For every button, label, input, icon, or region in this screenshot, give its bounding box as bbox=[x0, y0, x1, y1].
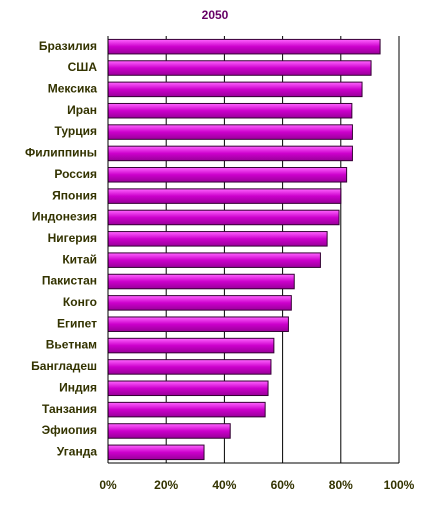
y-tick-label: Бразилия bbox=[39, 39, 97, 53]
x-tick-label: 0% bbox=[99, 478, 117, 492]
y-tick-label: Мексика bbox=[48, 82, 98, 96]
bar bbox=[107, 167, 348, 183]
y-tick-label: Пакистан bbox=[42, 274, 97, 288]
y-tick-label: Турция bbox=[55, 124, 97, 138]
bar bbox=[107, 231, 328, 247]
x-tick-label: 100% bbox=[384, 478, 415, 492]
bar bbox=[107, 38, 381, 55]
bar bbox=[107, 252, 321, 268]
y-tick-label: Россия bbox=[54, 167, 97, 181]
y-tick-label: Индонезия bbox=[32, 210, 97, 224]
bar bbox=[107, 337, 275, 354]
bar bbox=[107, 316, 289, 332]
y-tick-label: Китай bbox=[62, 252, 97, 266]
bar bbox=[107, 401, 266, 418]
bar bbox=[107, 423, 231, 439]
bar bbox=[107, 81, 363, 98]
x-tick-label: 20% bbox=[154, 478, 178, 492]
bar bbox=[107, 145, 353, 162]
bar bbox=[107, 102, 353, 119]
x-tick-label: 40% bbox=[212, 478, 236, 492]
bar bbox=[107, 60, 372, 76]
y-tick-label: Египет bbox=[57, 316, 97, 330]
y-tick-label: Уганда bbox=[57, 444, 98, 458]
chart-title: 2050 bbox=[202, 8, 229, 22]
y-tick-label: Нигерия bbox=[48, 231, 97, 245]
bar bbox=[107, 188, 342, 204]
y-tick-label: Бангладеш bbox=[31, 359, 97, 373]
y-tick-label: Конго bbox=[63, 295, 97, 309]
y-tick-label: Индия bbox=[59, 380, 97, 394]
y-tick-label: Филиппины bbox=[25, 146, 97, 160]
x-tick-label: 60% bbox=[271, 478, 295, 492]
y-tick-label: США bbox=[68, 60, 98, 74]
x-tick-label: 80% bbox=[329, 478, 353, 492]
y-tick-label: Эфиопия bbox=[42, 423, 97, 437]
bar bbox=[107, 359, 272, 375]
bar bbox=[107, 444, 205, 461]
bar bbox=[107, 273, 295, 290]
bar bbox=[107, 380, 269, 397]
y-tick-label: Иран bbox=[67, 103, 97, 117]
bar bbox=[107, 124, 353, 140]
bar bbox=[107, 209, 340, 226]
y-tick-label: Танзания bbox=[42, 402, 97, 416]
bar bbox=[107, 295, 292, 311]
y-tick-label: Япония bbox=[52, 188, 97, 202]
y-tick-label: Вьетнам bbox=[46, 338, 97, 352]
